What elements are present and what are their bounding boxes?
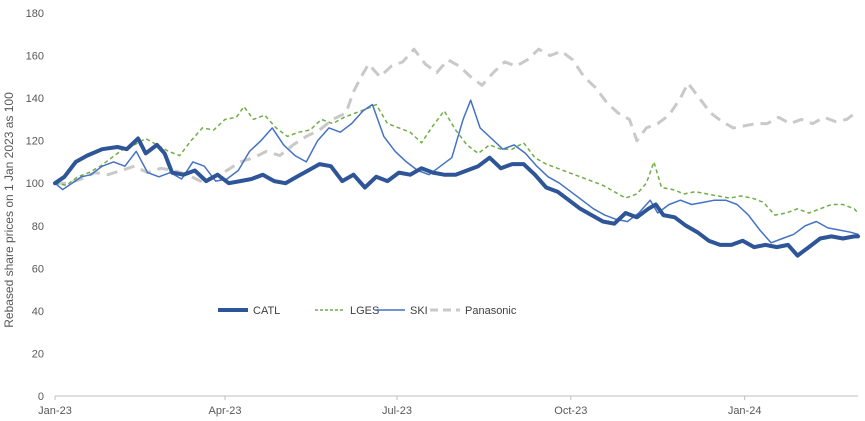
y-axis-ticks: 0 20 40 60 80 100 120 140 160 180 <box>26 8 44 403</box>
series-line-catl <box>53 136 860 258</box>
x-axis: Jan-23 Apr-23 Jul-23 Oct-23 Jan-24 <box>38 395 858 417</box>
y-tick-label-160: 160 <box>26 51 44 63</box>
series-line-lges <box>54 103 859 216</box>
y-tick-label-40: 40 <box>32 306 44 318</box>
x-tick-label-Oct-23: Oct-23 <box>554 405 587 417</box>
y-tick-label-60: 60 <box>32 263 44 275</box>
legend-label-ski: SKI <box>410 305 428 317</box>
legend-label-panasonic: Panasonic <box>465 305 517 317</box>
y-tick-label-20: 20 <box>32 348 44 360</box>
legend-label-catl: CATL <box>253 305 280 317</box>
x-tick-label-Apr-23: Apr-23 <box>209 405 242 417</box>
x-tick-label-Jan-23: Jan-23 <box>38 405 72 417</box>
series-line-panasonic <box>55 47 859 185</box>
series-lines <box>53 47 860 258</box>
y-tick-label-140: 140 <box>26 93 44 105</box>
y-tick-label-80: 80 <box>32 221 44 233</box>
x-tick-label-Jan-24: Jan-24 <box>728 405 762 417</box>
y-tick-label-180: 180 <box>26 8 44 20</box>
y-tick-label-120: 120 <box>26 136 44 148</box>
y-tick-label-100: 100 <box>26 178 44 190</box>
x-tick-label-Jul-23: Jul-23 <box>382 405 412 417</box>
y-tick-label-0: 0 <box>38 391 44 403</box>
y-axis-title: Rebased share prices on 1 Jan 2023 as 10… <box>2 92 16 328</box>
legend: CATL LGES SKI Panasonic <box>218 305 517 317</box>
y-axis-title-group: Rebased share prices on 1 Jan 2023 as 10… <box>2 92 16 328</box>
legend-label-lges: LGES <box>350 305 379 317</box>
